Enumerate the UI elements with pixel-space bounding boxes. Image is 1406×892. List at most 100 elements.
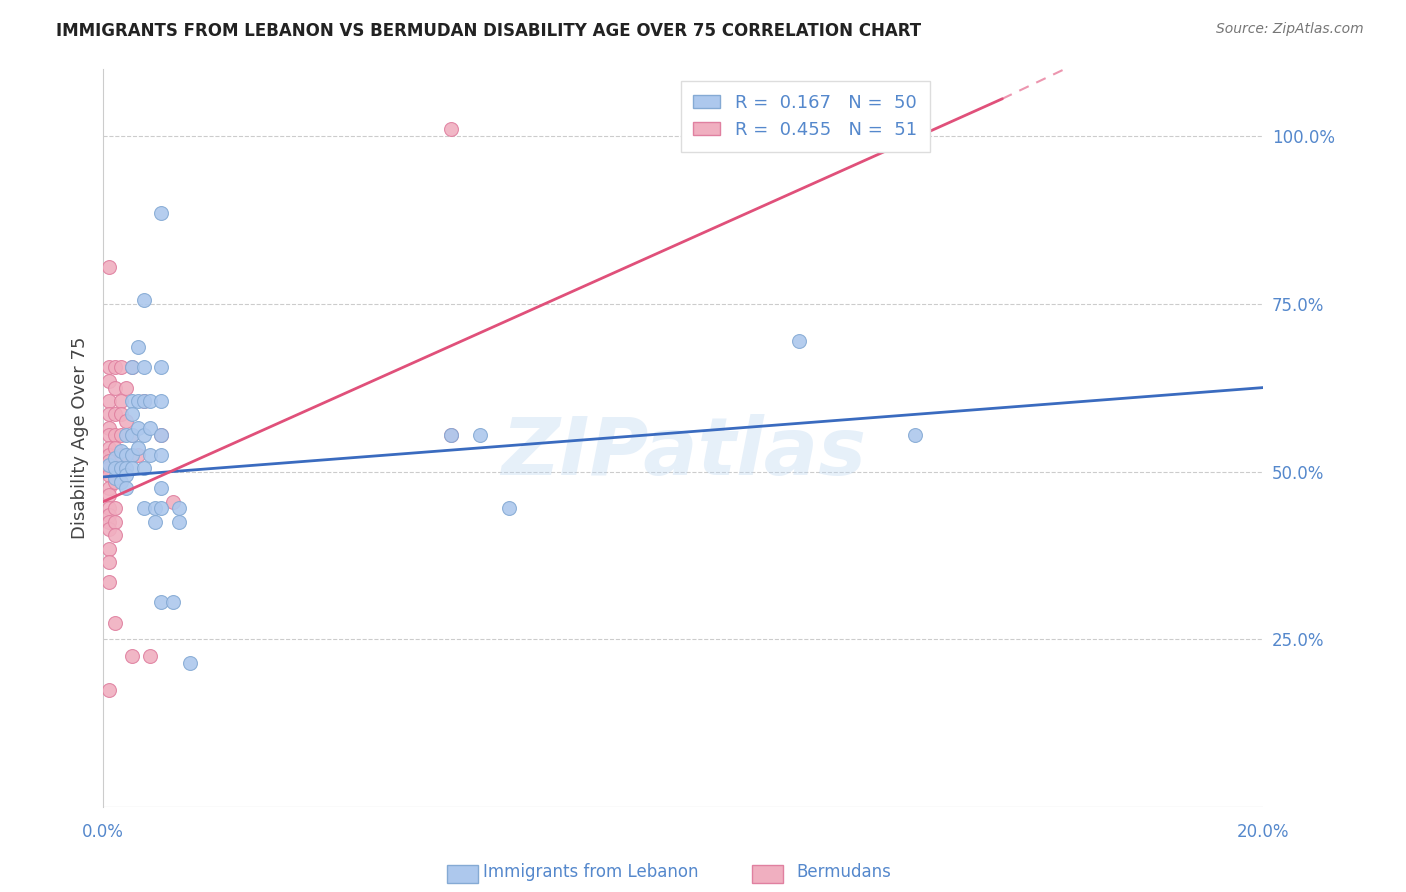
Point: [97, 467, 120, 482]
Point: [132, 360, 155, 375]
Point: [104, 471, 127, 485]
Point: [121, 360, 143, 375]
Point: [110, 360, 132, 375]
Point: [104, 501, 127, 516]
Point: [121, 448, 143, 462]
Point: [97, 522, 120, 536]
Point: [97, 515, 120, 529]
Point: [121, 360, 143, 375]
Point: [97, 374, 120, 388]
Point: [97, 541, 120, 556]
Point: [104, 408, 127, 422]
Point: [104, 360, 127, 375]
Point: [121, 427, 143, 442]
Point: [97, 421, 120, 435]
Point: [440, 427, 463, 442]
Point: [110, 444, 132, 458]
Point: [110, 461, 132, 475]
Point: [150, 427, 173, 442]
Text: ZIPatlas: ZIPatlas: [501, 414, 866, 491]
Point: [115, 448, 138, 462]
Point: [121, 408, 143, 422]
Text: Immigrants from Lebanon: Immigrants from Lebanon: [482, 863, 699, 881]
Point: [150, 595, 173, 609]
Point: [143, 501, 166, 516]
Point: [104, 515, 127, 529]
Point: [97, 575, 120, 590]
Point: [440, 122, 463, 136]
Point: [167, 501, 190, 516]
Point: [115, 414, 138, 428]
Point: [179, 656, 201, 670]
Point: [150, 394, 173, 409]
Point: [167, 515, 190, 529]
Point: [110, 394, 132, 409]
Point: [138, 649, 160, 664]
Point: [138, 421, 160, 435]
Point: [104, 461, 127, 475]
Point: [132, 394, 155, 409]
Point: [150, 427, 173, 442]
Point: [97, 682, 120, 697]
Point: [143, 515, 166, 529]
Point: [97, 441, 120, 455]
Point: [110, 427, 132, 442]
Point: [150, 360, 173, 375]
Point: [132, 394, 155, 409]
Point: [127, 441, 149, 455]
Point: [498, 501, 520, 516]
Point: [104, 475, 127, 489]
Point: [110, 408, 132, 422]
Point: [104, 380, 127, 394]
Point: [110, 475, 132, 489]
Point: [97, 260, 120, 274]
Point: [104, 615, 127, 630]
Point: [104, 528, 127, 542]
Point: [115, 427, 138, 442]
Point: [138, 394, 160, 409]
Point: [162, 595, 184, 609]
Point: [132, 501, 155, 516]
Point: [97, 427, 120, 442]
Point: [127, 421, 149, 435]
Point: [97, 454, 120, 468]
Point: [121, 427, 143, 442]
Point: [97, 488, 120, 502]
Point: [97, 408, 120, 422]
Point: [132, 293, 155, 308]
Point: [150, 206, 173, 220]
Point: [110, 448, 132, 462]
Point: [115, 380, 138, 394]
Point: [127, 340, 149, 354]
Point: [97, 508, 120, 523]
Point: [150, 481, 173, 495]
Point: [138, 448, 160, 462]
Text: IMMIGRANTS FROM LEBANON VS BERMUDAN DISABILITY AGE OVER 75 CORRELATION CHART: IMMIGRANTS FROM LEBANON VS BERMUDAN DISA…: [56, 22, 921, 40]
Point: [104, 461, 127, 475]
Point: [104, 427, 127, 442]
Point: [97, 394, 120, 409]
Point: [97, 448, 120, 462]
Point: [162, 494, 184, 508]
Legend: R =  0.167   N =  50, R =  0.455   N =  51: R = 0.167 N = 50, R = 0.455 N = 51: [681, 81, 929, 152]
Point: [115, 461, 138, 475]
Point: [132, 427, 155, 442]
Point: [115, 481, 138, 495]
Point: [440, 427, 463, 442]
Point: [121, 649, 143, 664]
Point: [121, 394, 143, 409]
Point: [115, 467, 138, 482]
Point: [127, 448, 149, 462]
Point: [127, 394, 149, 409]
Point: [97, 461, 120, 475]
Point: [121, 461, 143, 475]
Point: [97, 360, 120, 375]
Point: [97, 555, 120, 569]
Point: [97, 458, 120, 472]
Point: [104, 451, 127, 466]
Y-axis label: Disability Age Over 75: Disability Age Over 75: [72, 336, 89, 539]
Point: [97, 481, 120, 495]
Text: Bermudans: Bermudans: [796, 863, 891, 881]
Point: [104, 441, 127, 455]
Point: [150, 448, 173, 462]
